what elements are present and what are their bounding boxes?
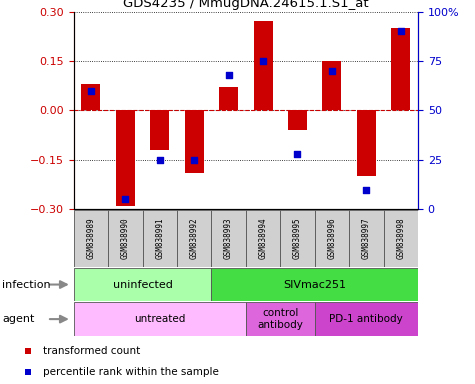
Text: SIVmac251: SIVmac251: [283, 280, 346, 290]
Text: GSM838993: GSM838993: [224, 218, 233, 259]
Bar: [211, 268, 418, 301]
Bar: [108, 210, 142, 267]
Text: GSM838994: GSM838994: [258, 218, 267, 259]
Text: uninfected: uninfected: [113, 280, 172, 290]
Text: GSM838995: GSM838995: [293, 218, 302, 259]
Bar: [288, 111, 307, 130]
Point: [87, 88, 95, 94]
Point: [397, 28, 405, 35]
Bar: [116, 111, 135, 206]
Text: GSM838990: GSM838990: [121, 218, 130, 259]
Bar: [246, 210, 280, 267]
Bar: [314, 302, 418, 336]
Bar: [74, 210, 108, 267]
Text: GSM838998: GSM838998: [396, 218, 405, 259]
Bar: [314, 210, 349, 267]
Bar: [74, 268, 211, 301]
Text: GSM838997: GSM838997: [362, 218, 371, 259]
Bar: [280, 210, 314, 267]
Text: GSM838991: GSM838991: [155, 218, 164, 259]
Text: control
antibody: control antibody: [257, 308, 303, 330]
Text: untreated: untreated: [134, 314, 185, 324]
Bar: [323, 61, 342, 111]
Text: transformed count: transformed count: [43, 346, 140, 356]
Bar: [384, 210, 418, 267]
Bar: [81, 84, 100, 111]
Text: GSM838996: GSM838996: [327, 218, 336, 259]
Point: [122, 196, 129, 202]
Bar: [357, 111, 376, 176]
Bar: [185, 111, 204, 173]
Point: [362, 187, 370, 193]
Point: [294, 151, 301, 157]
Point: [225, 72, 232, 78]
Point: [328, 68, 336, 74]
Point: [259, 58, 267, 64]
Text: PD-1 antibody: PD-1 antibody: [330, 314, 403, 324]
Title: GDS4235 / MmugDNA.24615.1.S1_at: GDS4235 / MmugDNA.24615.1.S1_at: [123, 0, 369, 10]
Bar: [74, 302, 246, 336]
Bar: [150, 111, 169, 150]
Text: GSM838992: GSM838992: [190, 218, 199, 259]
Text: infection: infection: [2, 280, 51, 290]
Point: [156, 157, 163, 163]
Bar: [219, 87, 238, 111]
Bar: [177, 210, 211, 267]
Bar: [211, 210, 246, 267]
Text: percentile rank within the sample: percentile rank within the sample: [43, 367, 218, 377]
Bar: [142, 210, 177, 267]
Text: GSM838989: GSM838989: [86, 218, 95, 259]
Bar: [246, 302, 314, 336]
Bar: [391, 28, 410, 111]
Bar: [254, 22, 273, 111]
Text: agent: agent: [2, 314, 35, 324]
Bar: [349, 210, 384, 267]
Point: [190, 157, 198, 163]
